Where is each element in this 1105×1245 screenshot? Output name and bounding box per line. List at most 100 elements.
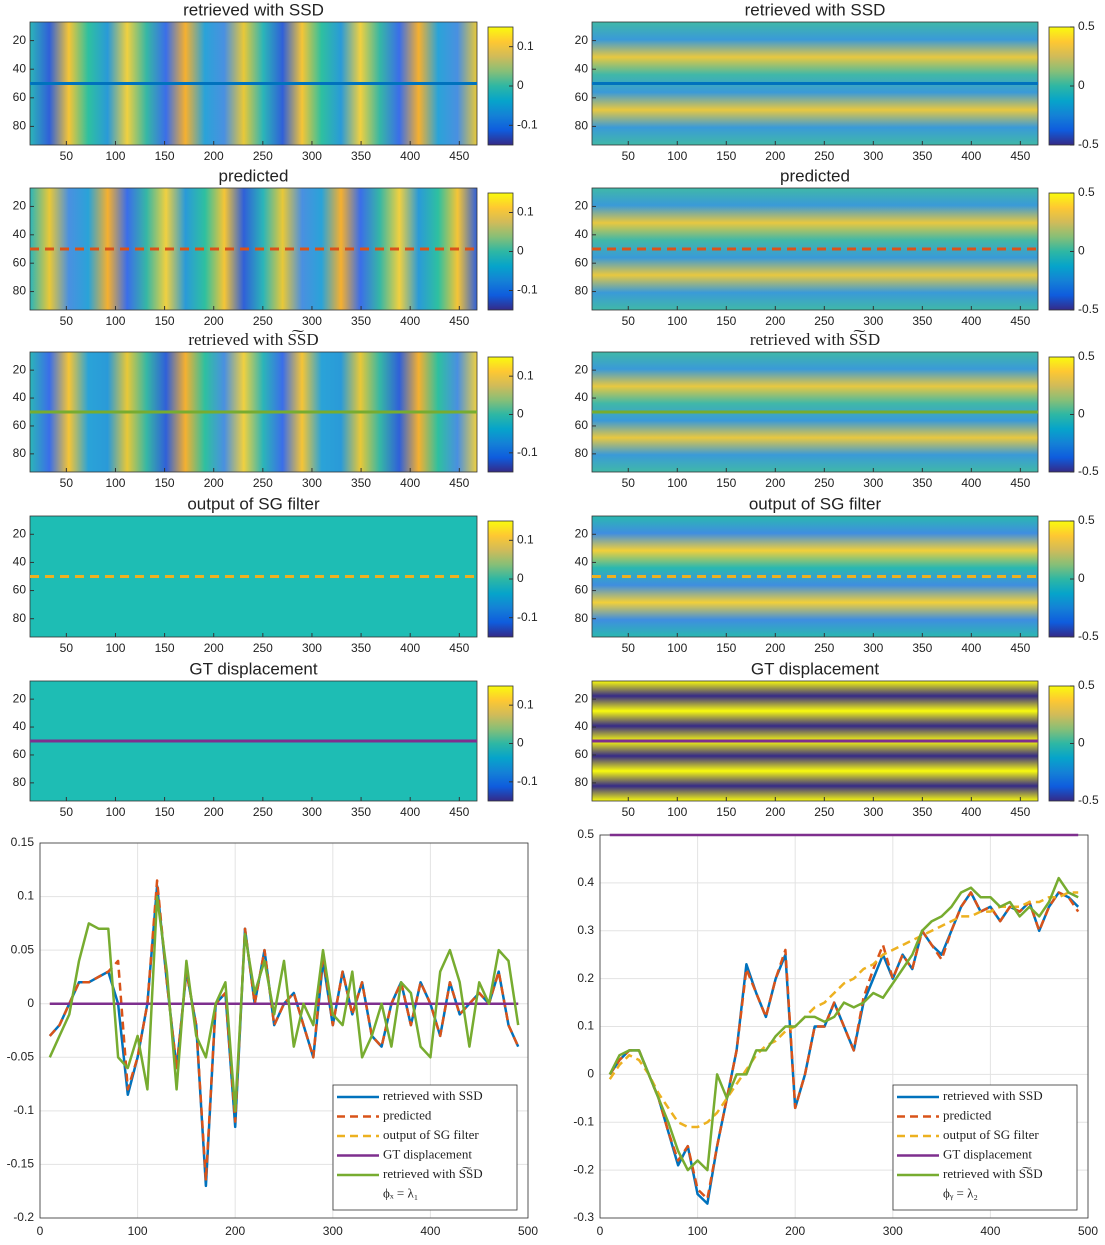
panel-title: retrieved with SSD [745,0,886,19]
y-tick-label: 60 [13,583,27,597]
y-tick-label: 0.1 [17,889,34,903]
colorbar-tick-label: 0.1 [517,368,534,382]
y-tick-label: 0 [27,996,34,1010]
y-tick-label: 40 [575,719,589,733]
x-tick-label: 50 [622,641,636,655]
x-tick-label: 250 [814,476,834,490]
x-tick-label: 450 [1010,149,1030,163]
x-tick-label: 300 [863,805,883,819]
x-tick-label: 350 [912,476,932,490]
panel-title: output of SG filter [749,494,882,513]
y-tick-label: 40 [575,555,589,569]
x-tick-label: 450 [449,641,469,655]
panel-title: retrieved with S͠SD [188,330,318,349]
y-tick-label: -0.2 [13,1210,34,1224]
x-tick-label: 250 [814,149,834,163]
x-tick-label: 100 [128,1224,148,1238]
colorbar [487,356,514,473]
colorbar-tick-label: 0.1 [517,205,534,219]
colorbar [1048,26,1075,146]
x-tick-label: 100 [667,149,687,163]
x-tick-label: 400 [961,149,981,163]
panel-title: output of SG filter [187,494,320,513]
x-tick-label: 450 [449,805,469,819]
colorbar [1048,356,1075,473]
x-tick-label: 100 [105,805,125,819]
y-tick-label: 60 [13,90,27,104]
colorbar-tick-label: -0.5 [1078,464,1099,478]
x-tick-label: 50 [60,805,74,819]
annotation: ϕₓ = λ₁ [383,1185,418,1200]
x-tick-label: 150 [716,476,736,490]
panel-title: retrieved with S͠SD [750,330,880,349]
x-tick-label: 100 [667,476,687,490]
y-tick-label: 20 [575,362,589,376]
legend-label: retrieved with SSD [943,1088,1043,1103]
x-tick-label: 250 [253,476,273,490]
x-tick-label: 50 [622,314,636,328]
x-tick-label: 450 [449,476,469,490]
y-tick-label: 80 [13,611,27,625]
x-tick-label: 100 [105,314,125,328]
colorbar [1048,520,1075,638]
y-tick-label: 80 [13,119,27,133]
x-tick-label: 50 [60,641,74,655]
panel-title: predicted [219,166,289,185]
x-tick-label: 500 [518,1224,538,1238]
y-tick-label: 0.3 [577,923,594,937]
x-tick-label: 300 [302,314,322,328]
x-tick-label: 200 [204,149,224,163]
x-tick-label: 400 [420,1224,440,1238]
x-tick-label: 300 [302,476,322,490]
x-tick-label: 500 [1078,1224,1098,1238]
colorbar-tick-label: -0.1 [517,445,538,459]
x-tick-label: 400 [961,641,981,655]
panel-title: retrieved with SSD [183,0,324,19]
x-tick-label: 100 [105,641,125,655]
colorbar-tick-label: 0.1 [517,533,534,547]
x-tick-label: 300 [863,314,883,328]
legend-box [892,1084,1078,1211]
x-tick-label: 50 [622,476,636,490]
y-tick-label: 20 [13,33,27,47]
x-tick-label: 0 [597,1224,604,1238]
x-tick-label: 200 [765,805,785,819]
x-tick-label: 50 [60,149,74,163]
x-tick-label: 150 [716,641,736,655]
colorbar [1048,685,1075,802]
y-tick-label: 40 [575,390,589,404]
x-tick-label: 400 [980,1224,1000,1238]
plot-frame [39,842,529,1219]
x-tick-label: 250 [253,149,273,163]
y-tick-label: 80 [575,775,589,789]
y-tick-label: 0.15 [11,835,35,849]
x-tick-label: 300 [302,149,322,163]
y-tick-label: 20 [575,33,589,47]
x-tick-label: 400 [400,805,420,819]
x-tick-label: 50 [622,149,636,163]
heatmap-image [30,516,477,637]
x-tick-label: 350 [912,805,932,819]
x-tick-label: 50 [622,805,636,819]
annotation: ϕᵧ = λ₂ [943,1185,978,1201]
x-tick-label: 250 [253,805,273,819]
heatmap-image [592,516,1038,637]
x-tick-label: 50 [60,476,74,490]
x-tick-label: 150 [155,149,175,163]
x-tick-label: 300 [323,1224,343,1238]
legend-label: predicted [943,1107,992,1122]
legend-label: output of SG filter [383,1127,479,1142]
y-tick-label: 60 [13,747,27,761]
series-line [608,876,1079,1172]
x-tick-label: 150 [716,805,736,819]
y-tick-label: 80 [575,119,589,133]
y-tick-label: 80 [575,611,589,625]
y-tick-label: 60 [575,747,589,761]
x-tick-label: 100 [105,476,125,490]
colorbar-tick-label: 0.1 [517,697,534,711]
legend-label: GT displacement [943,1146,1032,1161]
y-tick-label: -0.05 [7,1049,35,1063]
colorbar-tick-label: 0.1 [517,39,534,53]
y-tick-label: 80 [13,775,27,789]
